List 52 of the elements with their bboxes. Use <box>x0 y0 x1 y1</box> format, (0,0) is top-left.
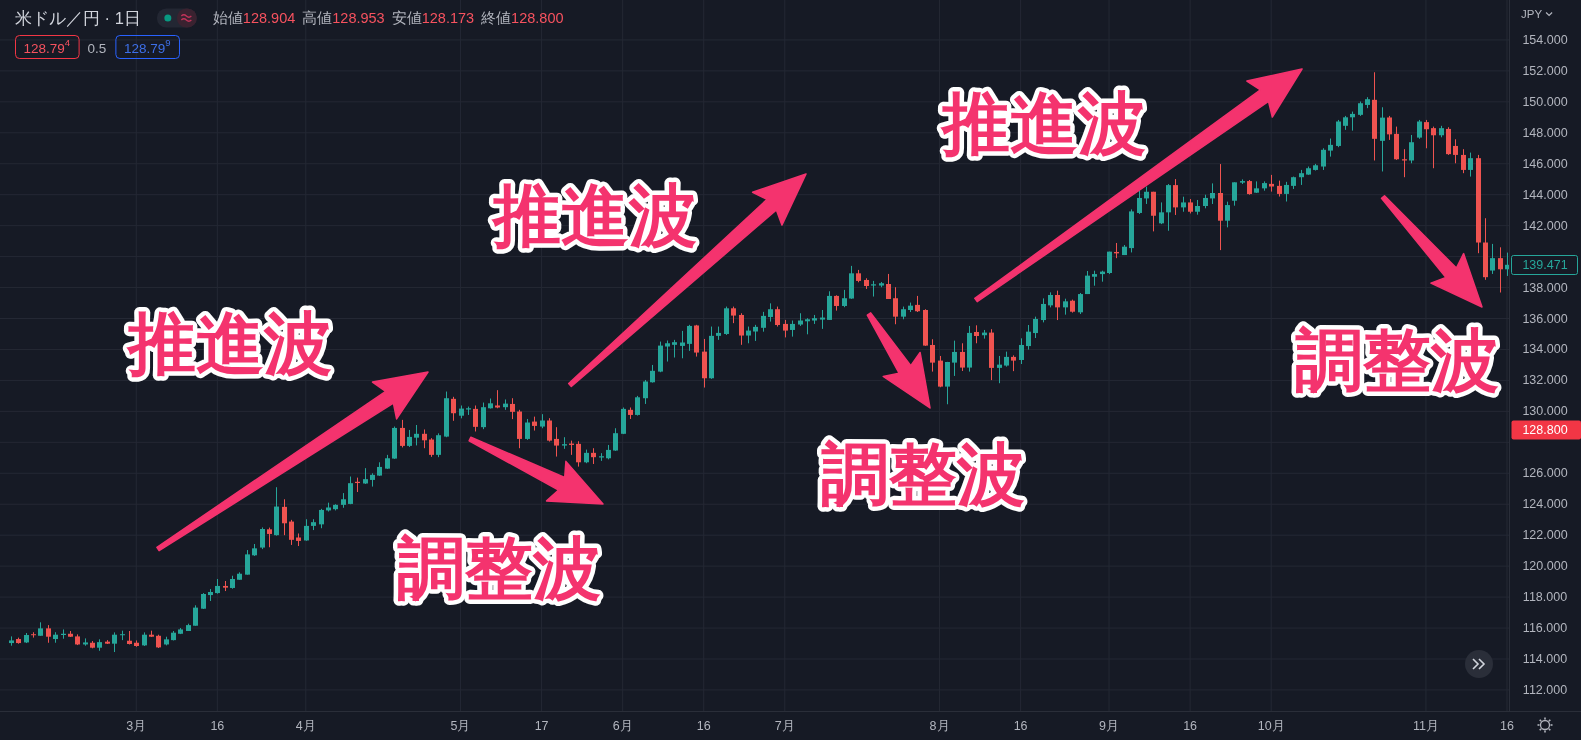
y-tick-label: 124.000 <box>1522 497 1568 512</box>
y-tick-label: 112.000 <box>1522 682 1568 697</box>
y-tick-label: 116.000 <box>1522 621 1568 636</box>
x-tick-label: 16 <box>1500 719 1514 733</box>
y-tick-label: 142.000 <box>1522 218 1568 233</box>
x-tick-label: 4月 <box>295 719 316 733</box>
y-tick-label: 130.000 <box>1522 404 1568 419</box>
x-tick-label: 9月 <box>1099 719 1120 733</box>
y-tick-label: 132.000 <box>1522 373 1568 388</box>
x-tick-label: 16 <box>696 719 711 733</box>
annotation: 0.5 <box>87 40 107 55</box>
y-tick-label: 136.000 <box>1522 311 1568 326</box>
y-tick-label: 150.000 <box>1522 94 1568 109</box>
text: 139.471 <box>1522 258 1568 272</box>
annotation: 調整波 <box>1295 322 1499 398</box>
annotation: 推進波 <box>491 177 697 253</box>
y-tick-label: 126.000 <box>1522 466 1568 481</box>
annotation: 調整波 <box>821 436 1025 512</box>
y-tick-label: 134.000 <box>1522 342 1568 357</box>
x-tick-label: 16 <box>1183 719 1198 733</box>
x-tick-label: 5月 <box>450 719 471 733</box>
annotation: 推進波 <box>126 305 332 381</box>
text: 米ドル／円 · 1日 <box>15 9 141 27</box>
annotation: 128.79$^{4}$ <box>23 36 71 55</box>
y-tick-label: 152.000 <box>1522 63 1568 78</box>
y-tick-label: 122.000 <box>1522 528 1568 543</box>
y-tick-label: 118.000 <box>1522 590 1568 605</box>
annotation: 安値128.173 <box>391 10 475 26</box>
x-tick-label: 10月 <box>1257 719 1285 733</box>
x-tick-label: 6月 <box>612 719 633 733</box>
x-tick-label: 11月 <box>1412 719 1439 733</box>
x-tick-label: 8月 <box>929 719 950 733</box>
annotation: 終値128.800 <box>480 10 564 26</box>
x-tick-label: 16 <box>1013 719 1028 733</box>
x-tick-label: 16 <box>210 719 225 733</box>
x-tick-label: 17 <box>534 719 549 733</box>
y-tick-label: 114.000 <box>1522 652 1568 666</box>
y-axis-title: JPY <box>1521 8 1543 20</box>
y-tick-label: 144.000 <box>1522 187 1568 202</box>
annotation: 始値128.904 <box>212 10 296 26</box>
y-tick-label: 146.000 <box>1522 156 1568 171</box>
y-tick-label: 138.000 <box>1522 280 1568 295</box>
annotation: 調整波 <box>397 530 601 606</box>
y-tick-label: 120.000 <box>1522 559 1568 574</box>
annotation: 128.79$^{9}$ <box>123 36 171 55</box>
annotation: 推進波 <box>940 85 1146 161</box>
text: 128.800 <box>1522 423 1568 437</box>
x-tick-label: 7月 <box>774 719 795 733</box>
y-tick-label: 154.000 <box>1522 32 1568 47</box>
x-tick-label: 3月 <box>126 719 147 733</box>
annotation: 高値128.953 <box>302 10 385 26</box>
y-tick-label: 148.000 <box>1522 125 1568 140</box>
